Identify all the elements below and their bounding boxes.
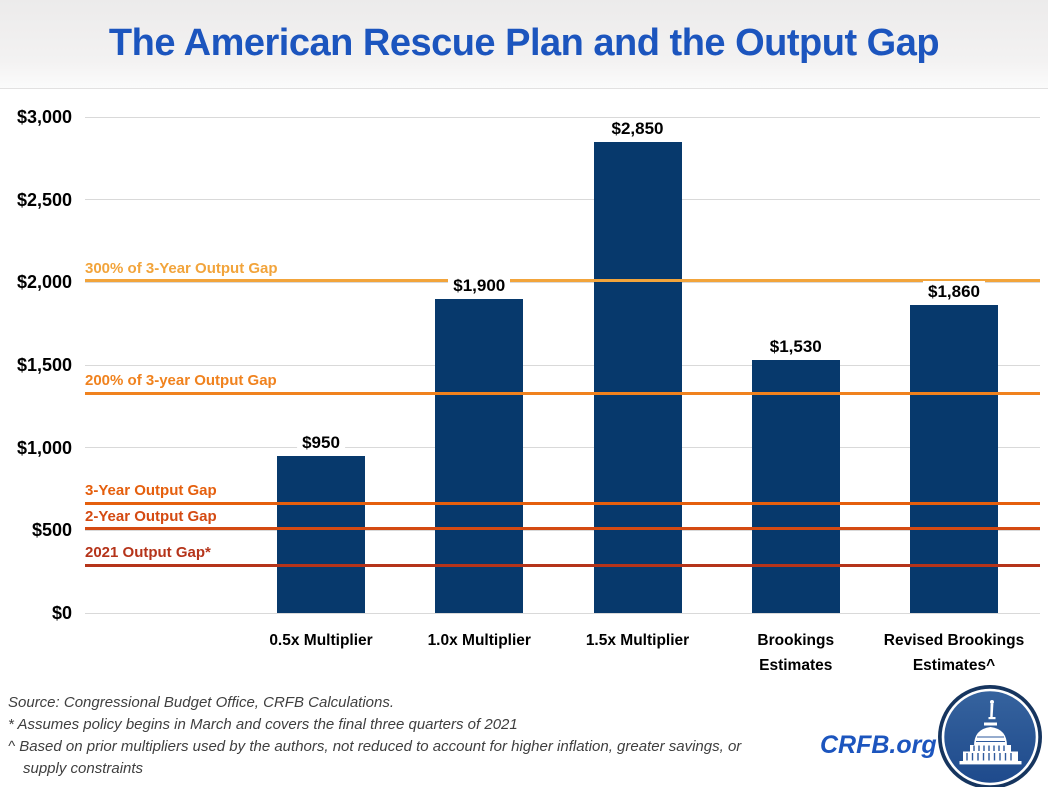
reference-line-label: 3-Year Output Gap — [85, 482, 217, 500]
crfb-org-wordmark: CRFB.org — [820, 731, 937, 759]
bar-value-label: $950 — [297, 431, 345, 454]
y-gridline — [85, 281, 1040, 283]
reference-line — [85, 527, 1040, 531]
x-axis-category-label: 1.0x Multiplier — [427, 632, 531, 649]
y-axis-tick-label: $1,000 — [16, 437, 72, 458]
bar-1-5x-multiplier — [593, 141, 682, 613]
page-title: The American Rescue Plan and the Output … — [108, 22, 940, 64]
y-gridline — [85, 199, 1040, 201]
reference-line-label: 200% of 3-year Output Gap — [85, 372, 277, 390]
bar-brookings — [751, 360, 840, 613]
footnote-caret-continued: supply constraints — [23, 760, 144, 777]
y-axis-tick-label: $0 — [51, 603, 72, 623]
y-axis-tick-label: $2,500 — [16, 189, 72, 210]
y-gridline — [85, 447, 1040, 449]
x-axis-category-label: Revised Brookings Estimates^ — [883, 632, 1025, 674]
y-axis-tick-label: $1,500 — [16, 355, 72, 375]
reference-line — [85, 501, 1040, 505]
reference-line — [85, 391, 1040, 395]
bar-0-5x-multiplier — [277, 455, 365, 613]
y-gridline — [85, 364, 1040, 366]
title-banner: The American Rescue Plan and the Output … — [0, 0, 1048, 89]
x-axis-category-label: Brookings Estimates — [757, 632, 835, 674]
bar-value-label: $1,530 — [764, 336, 827, 359]
capitol-dome-logo-icon — [938, 685, 1042, 787]
y-gridline — [85, 116, 1040, 118]
y-gridline — [85, 529, 1040, 531]
bar-value-label: $1,860 — [923, 281, 985, 304]
bar-1-0x-multiplier — [435, 298, 524, 613]
footnote-caret: ^ Based on prior multipliers used by the… — [8, 738, 742, 755]
reference-line — [85, 279, 1040, 283]
footnote-asterisk: * Assumes policy begins in March and cov… — [8, 716, 518, 733]
bar-value-label: $2,850 — [606, 117, 669, 140]
source-notes: Source: Congressional Budget Office, CRF… — [8, 692, 818, 780]
bar-revised-brookings — [910, 305, 998, 613]
y-axis-tick-label: $3,000 — [16, 107, 72, 127]
x-axis-category-label: 1.5x Multiplier — [585, 632, 690, 649]
reference-line-label: 2-Year Output Gap — [85, 507, 217, 525]
x-axis-category-label: 0.5x Multiplier — [269, 632, 373, 649]
bar-value-label: $1,900 — [448, 274, 511, 297]
reference-line-label: 300% of 3-Year Output Gap — [85, 259, 278, 277]
source-line: Source: Congressional Budget Office, CRF… — [8, 694, 395, 711]
y-axis-tick-label: $2,000 — [16, 272, 72, 293]
reference-line — [85, 563, 1040, 567]
y-gridline — [85, 612, 1040, 614]
reference-line-label: 2021 Output Gap* — [85, 544, 211, 562]
y-axis-tick-label: $500 — [31, 520, 72, 541]
